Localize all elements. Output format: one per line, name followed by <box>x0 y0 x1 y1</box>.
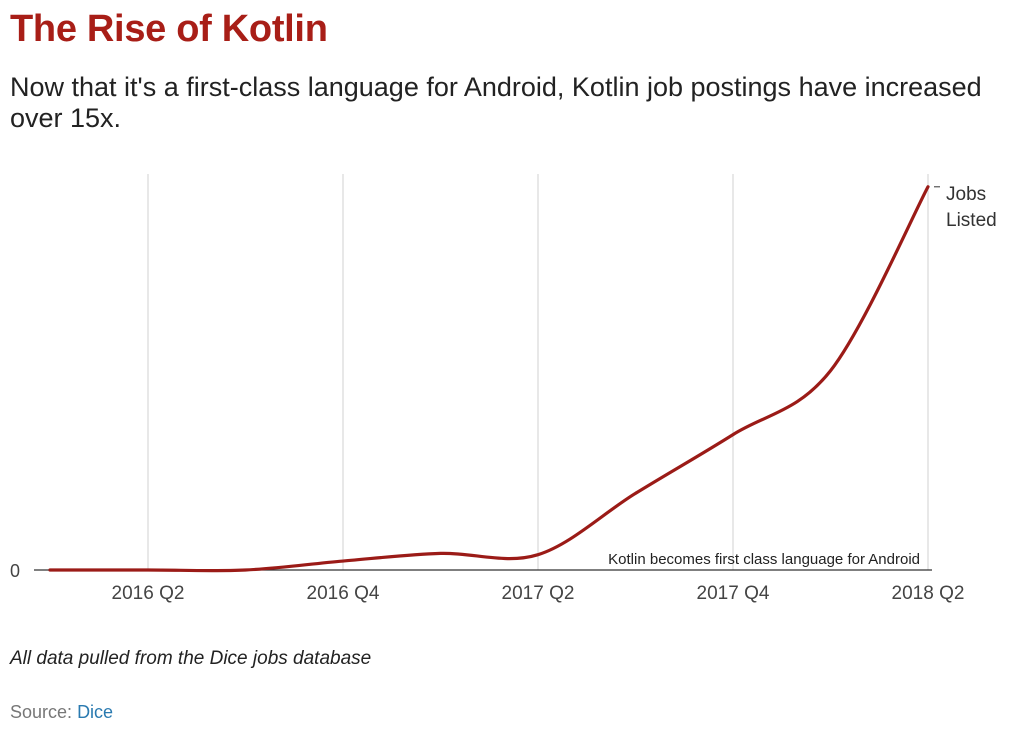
source-label: Source: <box>10 702 73 722</box>
x-tick-label: 2017 Q2 <box>502 583 575 604</box>
annotation-label: Kotlin becomes first class language for … <box>608 551 920 568</box>
series-lines <box>48 185 930 573</box>
source-line: Source: Dice <box>10 702 113 723</box>
series-label: Jobs Listed <box>946 184 997 231</box>
series-label-line: Listed <box>946 210 997 231</box>
series-label-line: Jobs <box>946 184 986 205</box>
series-line <box>48 185 930 573</box>
x-tick-label: 2017 Q4 <box>697 583 770 604</box>
chart-title: The Rise of Kotlin <box>10 8 328 50</box>
x-tick-label: 2016 Q4 <box>307 583 380 604</box>
line-chart: 2016 Q2 2016 Q4 2017 Q2 2017 Q4 2018 Q2 0 Jobs… <box>10 174 997 604</box>
y-tick-label: 0 <box>10 561 20 581</box>
x-tick-label: 2018 Q2 <box>892 583 965 604</box>
x-tick-label: 2016 Q2 <box>112 583 185 604</box>
grid-lines <box>147 174 929 570</box>
chart-subtitle: Now that it's a first-class language for… <box>10 72 982 133</box>
data-note: All data pulled from the Dice jobs datab… <box>10 648 372 669</box>
labels: 2016 Q2 2016 Q4 2017 Q2 2017 Q4 2018 Q2 0 Jobs… <box>10 184 997 604</box>
source-link[interactable]: Dice <box>77 702 114 722</box>
